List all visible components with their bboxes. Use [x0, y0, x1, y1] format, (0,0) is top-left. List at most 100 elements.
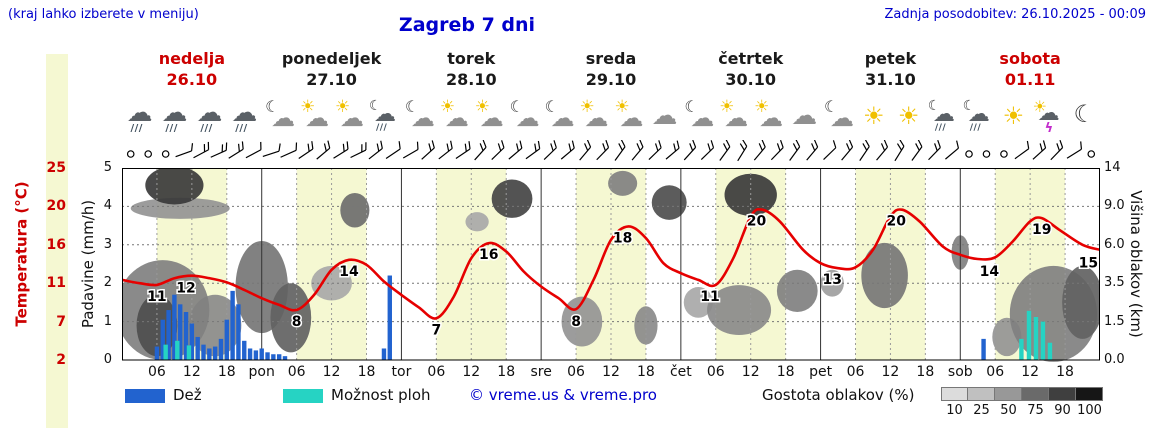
wind-barb-icon	[438, 140, 453, 160]
sun-glyph: ☀	[614, 97, 630, 117]
cloud-glyph: ☁	[584, 104, 609, 132]
hour-label: 12	[322, 364, 341, 380]
cloud-area	[491, 179, 533, 218]
moon-rain-icon: ☾ ☁///	[367, 98, 402, 138]
cloud-area	[608, 170, 638, 196]
copyright-link[interactable]: © vreme.us & vreme.pro	[469, 386, 657, 404]
shower-legend-swatch	[283, 389, 323, 403]
meteogram-plot: 11 12 8 14 7 16 8 18 11 20 13 20 14 19 15	[122, 168, 1100, 362]
moon-rain-icon: ☾ ☁///	[961, 98, 996, 138]
sun-glyph: ☀	[335, 97, 351, 117]
hour-label: 12	[741, 364, 760, 380]
shower-bar	[175, 340, 180, 360]
page-title: Zagreb 7 dni	[398, 14, 536, 36]
wind-barb-icon	[631, 140, 644, 161]
shower-bar	[1047, 342, 1053, 360]
partly-sunny-icon: ☀ ☁	[472, 98, 507, 138]
temp-value-label: 8	[292, 314, 302, 330]
rain-bar	[212, 346, 218, 360]
day-header: sreda 29.10	[541, 48, 681, 90]
precip-axis-tick: 2	[103, 275, 112, 291]
wind-barb-icon	[228, 141, 244, 159]
wind-barb-icon	[614, 140, 626, 161]
moon-glyph: ☾	[368, 98, 382, 114]
sun-glyph: ☀	[439, 97, 456, 117]
moon-cloud-icon: ☾ ☁	[507, 98, 542, 138]
cloudD-glyph: ☁	[126, 98, 153, 128]
cloud-scale-swatch	[968, 387, 995, 401]
wind-barb-icon	[245, 141, 262, 159]
cloud-scale-value: 75	[1027, 403, 1044, 418]
wind-barb-icon	[316, 140, 331, 160]
wind-calm-icon	[161, 150, 170, 158]
precip-axis-title-text: Padavine (mm/h)	[79, 199, 98, 329]
rain-glyph: ///	[969, 123, 982, 133]
rain-glyph: ///	[165, 123, 178, 134]
moon-glyph: ☾	[509, 97, 525, 116]
rain-glyph: ///	[130, 123, 143, 134]
sun-glyph: ☀	[897, 102, 920, 130]
cloud-scale-swatch	[941, 387, 968, 401]
moon-glyph: ☾	[1073, 100, 1096, 128]
sun-glyph: ☀	[474, 97, 490, 117]
moon-icon: ☾	[1066, 98, 1101, 138]
cloud-scale-swatch	[1049, 387, 1076, 401]
hour-label: 18	[357, 364, 376, 380]
cloud-glyph: ☁	[340, 104, 365, 132]
rain-bar	[259, 348, 264, 360]
rain-bar	[183, 312, 189, 360]
moon-glyph: ☾	[544, 97, 559, 116]
wind-barb-icon	[579, 140, 592, 161]
cloud-area	[340, 192, 370, 228]
partly-sunny-icon: ☀ ☁	[577, 98, 612, 138]
rain-bar	[218, 338, 224, 360]
wind-barb-icon	[841, 140, 854, 161]
wind-barb-icon	[368, 140, 383, 160]
cloud-scale-swatch	[995, 387, 1022, 401]
shower-legend-label: Možnost ploh	[331, 386, 431, 404]
cloud-glyph: ☁	[724, 104, 749, 132]
wind-barb-icon	[859, 140, 870, 161]
day-date: 31.10	[865, 70, 916, 89]
day-name: ponedeljek	[281, 49, 382, 68]
rain-bar	[172, 294, 177, 360]
rain-bar	[242, 340, 247, 360]
partly-sunny-icon: ☀ ☁	[716, 98, 751, 138]
wind-barb-icon	[648, 140, 662, 160]
moon-glyph: ☾	[404, 97, 420, 116]
day-date: 29.10	[585, 70, 637, 89]
rain-bar	[207, 348, 212, 360]
cloud-scale-swatch	[1076, 387, 1103, 401]
day-abbrev-label: čet	[669, 364, 692, 380]
rain-bar	[154, 346, 160, 360]
hour-label: 12	[881, 364, 900, 380]
wind-barb-icon	[823, 140, 837, 160]
hour-label: 06	[986, 364, 1005, 380]
cloudD-glyph: ☁	[196, 98, 223, 128]
day-header: četrtek 30.10	[681, 48, 821, 90]
temperature-axis-tick: 11	[46, 275, 66, 292]
wind-barb-icon	[333, 141, 349, 159]
cloud-density-scale: 10 25 50 75 90 100	[941, 387, 1106, 419]
shower-bar	[1019, 338, 1024, 360]
cloud-density-legend-label: Gostota oblakov (%)	[762, 386, 915, 404]
rain-bar	[265, 352, 270, 360]
cloudD-glyph: ☁	[161, 98, 188, 128]
day-date: 30.10	[725, 70, 776, 89]
cloud-glyph: ☁	[651, 101, 678, 131]
precip-axis-tick: 5	[103, 160, 112, 175]
rain-bar	[236, 304, 241, 360]
day-date: 28.10	[445, 70, 497, 89]
day-abbrev-label: pet	[809, 364, 833, 380]
rain-bar	[160, 319, 165, 360]
cloud-scale-value: 100	[1077, 403, 1102, 418]
hour-label: 06	[287, 364, 306, 380]
wind-barb-icon	[753, 140, 766, 161]
cloudD-glyph: ☁	[1037, 101, 1060, 126]
rain-bar	[195, 336, 200, 360]
cloud-scale-value: 10	[946, 403, 963, 418]
rain-bar	[253, 350, 259, 360]
wind-barb-icon	[1066, 141, 1083, 159]
partly-sunny-icon: ☀ ☁	[332, 98, 367, 138]
temp-value-label: 11	[700, 289, 719, 305]
